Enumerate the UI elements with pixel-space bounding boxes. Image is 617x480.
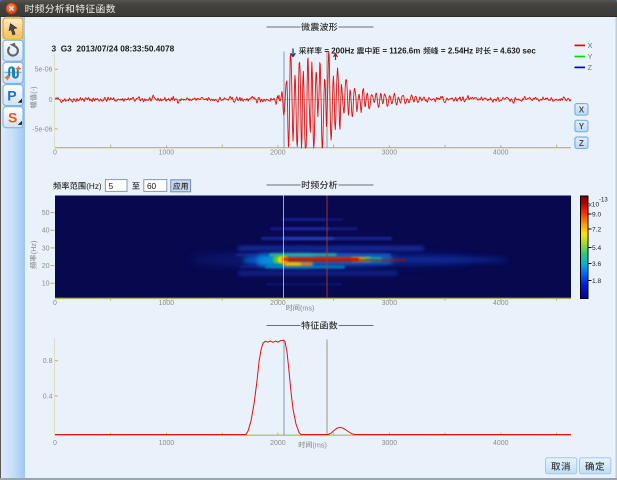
svg-text:(-): (-) bbox=[29, 87, 38, 94]
svg-text:(ms): (ms) bbox=[300, 303, 314, 312]
svg-text:Y: Y bbox=[588, 52, 593, 61]
svg-text:3.6: 3.6 bbox=[592, 261, 601, 268]
svg-text:0.8: 0.8 bbox=[43, 358, 53, 365]
svg-text:4000: 4000 bbox=[493, 150, 509, 157]
svg-text:30: 30 bbox=[42, 245, 50, 252]
svg-text:0: 0 bbox=[53, 150, 57, 157]
svg-text:1000: 1000 bbox=[159, 150, 175, 157]
svg-text:50: 50 bbox=[42, 210, 50, 217]
svg-text:60: 60 bbox=[147, 182, 157, 191]
svg-text:3000: 3000 bbox=[382, 440, 398, 447]
svg-text:Z: Z bbox=[588, 63, 593, 72]
svg-text:2000: 2000 bbox=[270, 440, 286, 447]
svg-text:1000: 1000 bbox=[159, 440, 175, 447]
svg-text:(ms): (ms) bbox=[313, 440, 327, 449]
svg-text:= 2.54Hz: = 2.54Hz bbox=[439, 47, 476, 56]
svg-text:20: 20 bbox=[42, 263, 50, 270]
svg-text:Z: Z bbox=[579, 139, 584, 148]
svg-text:X: X bbox=[579, 105, 585, 114]
svg-text:0: 0 bbox=[53, 440, 57, 447]
svg-text:= 200Hz: = 200Hz bbox=[322, 47, 356, 56]
svg-text:0: 0 bbox=[53, 300, 57, 307]
svg-text:5e-06: 5e-06 bbox=[35, 67, 53, 74]
svg-text:P: P bbox=[7, 87, 16, 103]
svg-text:40: 40 bbox=[42, 228, 50, 235]
svg-text:(Hz): (Hz) bbox=[86, 182, 102, 191]
svg-text:S: S bbox=[8, 110, 17, 126]
svg-text:= 1126.6m: = 1126.6m bbox=[380, 47, 422, 56]
svg-text:-5e-06: -5e-06 bbox=[32, 126, 52, 133]
svg-text:1.8: 1.8 bbox=[592, 278, 601, 285]
svg-text:x10: x10 bbox=[589, 202, 600, 209]
svg-text:2000: 2000 bbox=[270, 150, 286, 157]
svg-text:3000: 3000 bbox=[382, 150, 398, 157]
svg-text:(Hz): (Hz) bbox=[29, 241, 38, 255]
svg-text:-13: -13 bbox=[599, 198, 608, 204]
svg-text:5.4: 5.4 bbox=[592, 245, 601, 252]
svg-text:= 4.630 sec: = 4.630 sec bbox=[491, 47, 536, 56]
svg-text:9.0: 9.0 bbox=[592, 211, 601, 218]
svg-text:4000: 4000 bbox=[493, 300, 509, 307]
svg-text:5: 5 bbox=[109, 182, 114, 191]
svg-text:3 G3 2013/07/24 08:33:50.407: 3 G3 2013/07/24 08:33:50.4078 bbox=[52, 43, 175, 53]
svg-text:3000: 3000 bbox=[382, 300, 398, 307]
svg-text:10: 10 bbox=[42, 281, 50, 288]
svg-text:0.4: 0.4 bbox=[43, 393, 53, 400]
svg-text:2000: 2000 bbox=[270, 300, 286, 307]
svg-text:4000: 4000 bbox=[493, 440, 509, 447]
svg-text:Y: Y bbox=[579, 122, 585, 131]
svg-text:7.2: 7.2 bbox=[592, 226, 601, 233]
svg-text:1000: 1000 bbox=[159, 300, 175, 307]
svg-text:X: X bbox=[588, 41, 593, 50]
svg-text:0: 0 bbox=[49, 97, 53, 104]
